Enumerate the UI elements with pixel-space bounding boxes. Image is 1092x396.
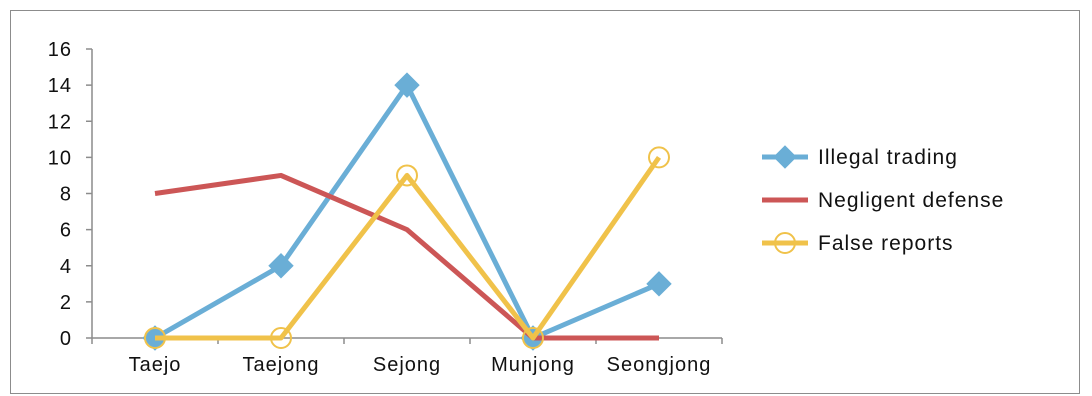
legend: Illegal trading Negligent defense False re… xyxy=(762,145,1004,255)
legend-item-negligent-defense: Negligent defense xyxy=(762,189,1004,212)
series-false-reports xyxy=(144,146,670,349)
y-tick-label: 6 xyxy=(60,220,72,242)
x-ticks: Taejo Taejong Sejong Munjong Seongjong xyxy=(91,338,723,376)
series-line-false-reports xyxy=(155,155,662,341)
series-illegal-trading xyxy=(142,72,672,351)
series-layer xyxy=(142,72,672,351)
data-point-illegal-trading xyxy=(268,253,294,279)
legend-item-illegal-trading: Illegal trading xyxy=(762,145,958,169)
y-tick-label: 10 xyxy=(48,147,72,169)
y-tick-label: 14 xyxy=(48,75,72,97)
legend-marker-diamond xyxy=(773,145,797,169)
series-negligent-defense xyxy=(154,172,659,341)
data-point-false-reports xyxy=(396,164,418,187)
y-tick-label: 4 xyxy=(60,256,72,278)
series-line-illegal-trading xyxy=(153,82,660,341)
y-tick-label: 8 xyxy=(60,184,72,206)
y-ticks: 0 2 4 6 8 10 12 14 16 xyxy=(48,39,92,350)
x-tick-label: Taejong xyxy=(242,354,319,376)
x-tick-label: Munjong xyxy=(491,354,575,376)
legend-label: False reports xyxy=(818,232,954,255)
data-point-false-reports xyxy=(270,327,292,349)
y-tick-label: 12 xyxy=(48,111,72,133)
chart-frame xyxy=(10,10,1080,394)
legend-item-false-reports: False reports xyxy=(762,232,954,255)
data-point-false-reports xyxy=(522,327,544,349)
y-tick-label: 0 xyxy=(60,328,72,350)
data-point-illegal-trading xyxy=(646,271,672,297)
legend-label: Negligent defense xyxy=(818,189,1004,212)
x-tick-label: Seongjong xyxy=(607,354,712,376)
x-tick-label: Sejong xyxy=(373,354,441,376)
data-point-false-reports xyxy=(144,327,166,349)
series-line-negligent-defense xyxy=(154,172,659,341)
x-tick-label: Taejo xyxy=(129,354,182,376)
data-point-false-reports xyxy=(648,146,670,169)
y-tick-label: 16 xyxy=(48,39,72,61)
data-point-illegal-trading xyxy=(394,72,420,98)
legend-label: Illegal trading xyxy=(818,146,958,169)
y-tick-label: 2 xyxy=(60,292,72,314)
legend-marker-circle xyxy=(774,232,796,254)
